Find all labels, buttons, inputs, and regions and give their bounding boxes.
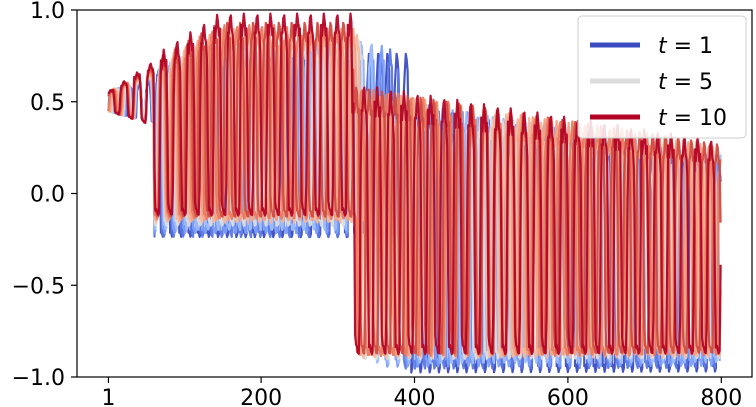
- x-tick-label: 600: [547, 386, 589, 407]
- y-tick-label: −1.0: [12, 366, 65, 391]
- x-tick-label: 800: [700, 386, 742, 407]
- legend-label: t = 5: [658, 70, 713, 95]
- legend-label: t = 1: [658, 34, 713, 59]
- y-tick-label: −0.5: [12, 274, 65, 299]
- x-tick-label: 400: [394, 386, 436, 407]
- x-axis: 1 200 400 600 800: [101, 377, 742, 407]
- y-axis: 1.0 0.5 0.0 −0.5 −1.0: [12, 0, 77, 391]
- x-tick-label: 200: [240, 386, 282, 407]
- series-line: [107, 21, 722, 355]
- y-tick-label: 0.5: [30, 91, 65, 116]
- legend: t = 1 t = 5 t = 10: [577, 15, 747, 139]
- y-tick-label: 0.0: [30, 183, 65, 208]
- x-tick-label: 1: [101, 386, 115, 407]
- y-tick-label: 1.0: [30, 0, 65, 24]
- legend-label: t = 10: [658, 106, 727, 131]
